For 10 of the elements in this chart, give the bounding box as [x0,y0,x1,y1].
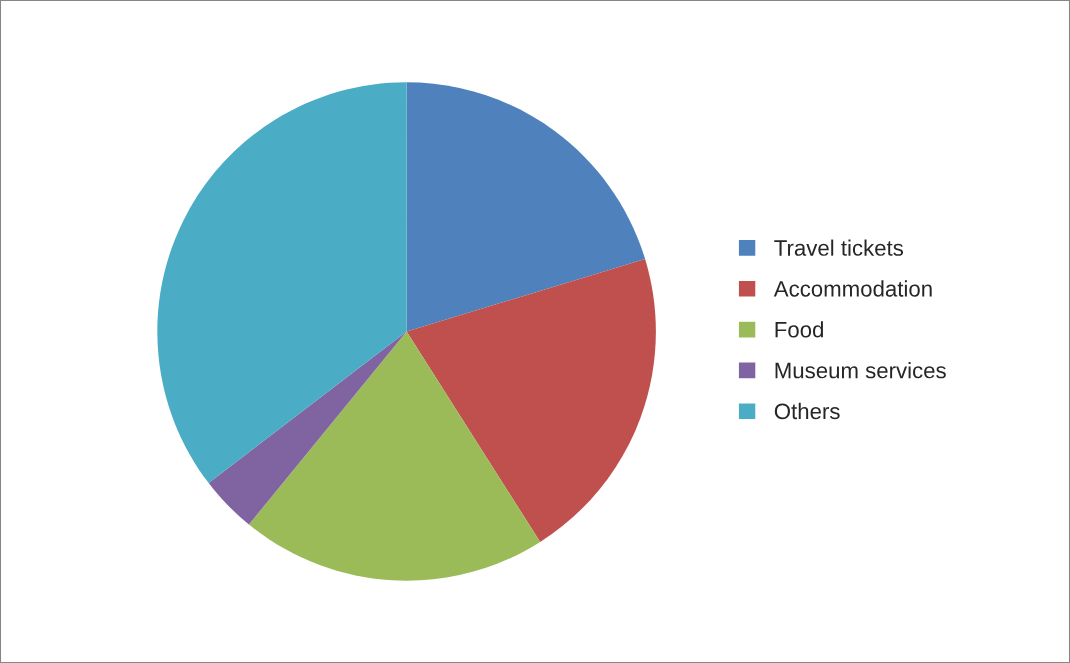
pie-slice [406,258,656,542]
pie-slice [248,331,541,581]
pie-slice [157,82,407,484]
legend-label: Museum services [775,362,946,379]
legend-label: Travel tickets [774,239,904,256]
legend-label: Food [775,321,823,338]
pie-slice [208,331,407,525]
legend-label: Others [774,402,840,420]
legend-label: Accommodation [773,280,932,297]
pie-slice [406,82,646,332]
